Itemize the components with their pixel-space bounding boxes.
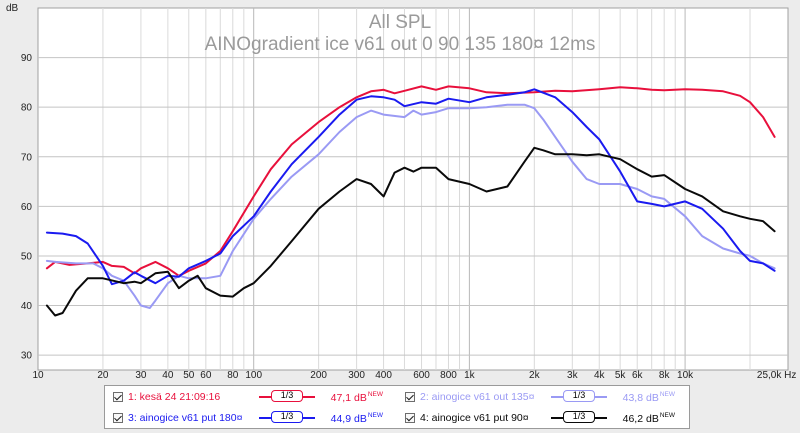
x-axis-ticks: 10 20 30 40 50 60 80 100 200 300 400 600 800 1k 2k 3k 4k…: [32, 370, 796, 381]
x-tick-label: 600: [413, 370, 430, 381]
x-tick-label: 10: [32, 370, 44, 381]
series-2-checkbox[interactable]: [405, 392, 415, 402]
level-readout: 47,1 dBNEW: [313, 391, 383, 404]
x-tick-label: 6k: [632, 370, 644, 381]
y-tick-label: 90: [21, 53, 33, 64]
x-tick-label: 40: [162, 370, 174, 381]
smoothing-button[interactable]: 1/3: [271, 390, 303, 402]
level-value: 43,8 dB: [622, 392, 659, 404]
x-tick-label: 20: [97, 370, 109, 381]
y-tick-label: 50: [21, 251, 33, 262]
smoothing-label: 1/3: [572, 411, 586, 421]
series-lines: [45, 85, 776, 317]
smoothing-button[interactable]: 1/3: [563, 411, 595, 423]
legend-label: 2: ainogice v61 out 135¤: [420, 391, 535, 403]
x-tick-label: 400: [375, 370, 392, 381]
x-tick-label: 50: [183, 370, 195, 381]
series-line-2: [45, 103, 776, 309]
x-tick-label: 30: [135, 370, 147, 381]
x-tick-label: 8k: [659, 370, 671, 381]
x-tick-label: 1k: [464, 370, 476, 381]
y-tick-label: 40: [21, 301, 33, 312]
chart-title: All SPL: [369, 12, 431, 33]
x-tick-label: 100: [245, 370, 262, 381]
y-axis-ticks: 30 40 50 60 70 80 90: [21, 53, 33, 362]
series-3-checkbox[interactable]: [113, 413, 123, 423]
new-tag: NEW: [659, 391, 675, 398]
legend-label: 1: kesä 24 21:09:16: [128, 391, 221, 403]
level-readout: 46,2 dBNEW: [605, 412, 675, 425]
smoothing-button[interactable]: 1/3: [271, 411, 303, 423]
x-tick-label: 2k: [529, 370, 541, 381]
level-readout: 43,8 dBNEW: [605, 391, 675, 404]
x-tick-label: 10k: [677, 370, 694, 381]
chart-subtitle: AINOgradient ice v61 out 0 90 135 180¤ 1…: [205, 34, 596, 55]
level-readout: 44,9 dBNEW: [313, 412, 383, 425]
x-tick-label: 60: [200, 370, 212, 381]
level-value: 47,1 dB: [330, 392, 367, 404]
series-line-4: [45, 146, 776, 317]
x-tick-label: 200: [310, 370, 327, 381]
series-line-3: [45, 88, 776, 286]
y-tick-label: 70: [21, 152, 33, 163]
x-tick-label: 5k: [615, 370, 627, 381]
legend-label: 4: ainogice v61 put 90¤: [420, 412, 529, 424]
legend-item-1[interactable]: 1: kesä 24 21:09:16: [113, 389, 264, 405]
x-tick-label: 25,0k Hz: [757, 370, 796, 381]
legend-item-2[interactable]: 2: ainogice v61 out 135¤: [405, 389, 556, 405]
level-value: 46,2 dB: [622, 413, 659, 425]
smoothing-label: 1/3: [572, 390, 586, 400]
spl-chart: 10 20 30 40 50 60 80 100 200 300 400 600 800 1k 2k 3k 4k…: [6, 3, 796, 381]
series-4-checkbox[interactable]: [405, 413, 415, 423]
legend-item-4[interactable]: 4: ainogice v61 put 90¤: [405, 410, 556, 426]
series-1-checkbox[interactable]: [113, 392, 123, 402]
legend-label: 3: ainogice v61 put 180¤: [128, 412, 243, 424]
x-tick-label: 80: [227, 370, 239, 381]
x-tick-label: 3k: [567, 370, 579, 381]
smoothing-button[interactable]: 1/3: [563, 390, 595, 402]
legend: 1: kesä 24 21:09:16 1/3 47,1 dBNEW 2: ai…: [104, 385, 690, 429]
y-tick-label: 30: [21, 351, 33, 362]
y-axis-label: dB: [6, 3, 19, 14]
x-tick-label: 4k: [594, 370, 606, 381]
x-tick-label: 300: [348, 370, 365, 381]
y-tick-label: 60: [21, 202, 33, 213]
grid: [38, 8, 788, 370]
legend-item-3[interactable]: 3: ainogice v61 put 180¤: [113, 410, 264, 426]
new-tag: NEW: [367, 391, 383, 398]
plot-area: [37, 7, 789, 371]
smoothing-label: 1/3: [280, 411, 294, 421]
series-line-1: [45, 85, 776, 277]
smoothing-label: 1/3: [280, 390, 294, 400]
new-tag: NEW: [659, 412, 675, 419]
y-tick-label: 80: [21, 103, 33, 114]
new-tag: NEW: [367, 412, 383, 419]
level-value: 44,9 dB: [330, 413, 367, 425]
x-tick-label: 800: [440, 370, 457, 381]
